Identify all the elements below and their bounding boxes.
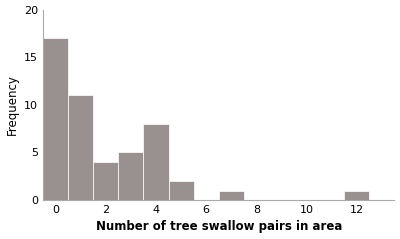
Y-axis label: Frequency: Frequency: [6, 74, 18, 135]
Bar: [168, 181, 194, 200]
Bar: [68, 95, 93, 200]
Bar: [344, 190, 369, 200]
Bar: [219, 190, 244, 200]
Bar: [43, 38, 68, 200]
Bar: [144, 124, 168, 200]
Bar: [118, 152, 144, 200]
Bar: [93, 162, 118, 200]
X-axis label: Number of tree swallow pairs in area: Number of tree swallow pairs in area: [96, 220, 342, 234]
